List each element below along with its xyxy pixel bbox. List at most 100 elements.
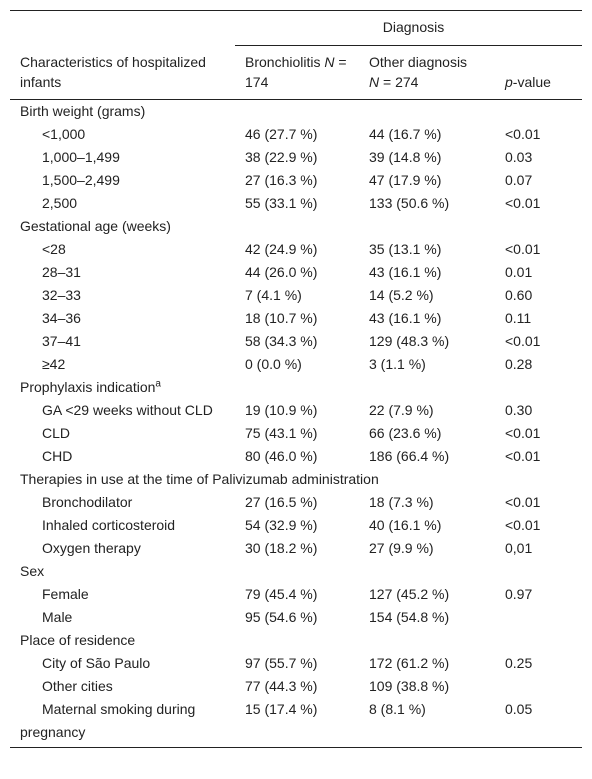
data-row: Maternal smoking during pregnancy 15 (17.… (10, 698, 582, 748)
cell: 14 (5.2 %) (359, 284, 495, 307)
cell: 54 (32.9 %) (235, 514, 359, 537)
cell-text: 27 (9.9 %) (369, 540, 434, 556)
data-row: Inhaled corticosteroid 54 (32.9 %) 40 (16.… (10, 514, 582, 537)
cell-text: 34–36 (42, 310, 81, 326)
cell-text: Maternal smoking during pregnancy (20, 701, 196, 740)
section-title-text: Sex (20, 563, 45, 579)
section-title-text: Prophylaxis indication (20, 379, 156, 395)
cell: 0.28 (495, 353, 582, 376)
data-row: GA <29 weeks without CLD 19 (10.9 %) 22 (7… (10, 399, 582, 422)
cell: 0.03 (495, 146, 582, 169)
column-header: Other diagnosis N = 274 (359, 45, 495, 100)
cell-text: 54 (32.9 %) (245, 517, 318, 533)
section-title-text: Therapies in use at the time of Palivizu… (20, 471, 379, 487)
data-row: Female 79 (45.4 %) 127 (45.2 %) 0.97 (10, 583, 582, 606)
cell: 22 (7.9 %) (359, 399, 495, 422)
cell: <0.01 (495, 445, 582, 468)
data-row: Bronchodilator 27 (16.5 %) 18 (7.3 %) <0.01 (10, 491, 582, 514)
cell-text: CHD (42, 448, 73, 464)
cell: 46 (27.7 %) (235, 123, 359, 146)
cell-text: 127 (45.2 %) (369, 586, 450, 602)
cell-text: 0.11 (505, 310, 532, 326)
cell-text: 22 (7.9 %) (369, 402, 434, 418)
data-row: <1,000 46 (27.7 %) 44 (16.7 %) <0.01 (10, 123, 582, 146)
data-row: CHD 80 (46.0 %) 186 (66.4 %) <0.01 (10, 445, 582, 468)
row-label: 28–31 (10, 261, 235, 284)
cell-text: 0 (0.0 %) (245, 356, 302, 372)
section-row: Sex (10, 560, 582, 583)
cell: 95 (54.6 %) (235, 606, 359, 629)
data-row: Other cities 77 (44.3 %) 109 (38.8 %) (10, 675, 582, 698)
cell: 0.25 (495, 652, 582, 675)
cell: 0 (0.0 %) (235, 353, 359, 376)
cell-text: 15 (17.4 %) (245, 701, 318, 717)
cell: 38 (22.9 %) (235, 146, 359, 169)
row-label: Maternal smoking during pregnancy (10, 698, 235, 748)
cell-text: <0.01 (505, 333, 541, 349)
data-row: 2,500 55 (33.1 %) 133 (50.6 %) <0.01 (10, 192, 582, 215)
cell-text: 43 (16.1 %) (369, 264, 442, 280)
row-label: 32–33 (10, 284, 235, 307)
row-label: Male (10, 606, 235, 629)
data-row: 32–33 7 (4.1 %) 14 (5.2 %) 0.60 (10, 284, 582, 307)
cell-text: 0.01 (505, 264, 533, 280)
cell: 27 (16.3 %) (235, 169, 359, 192)
cell: 19 (10.9 %) (235, 399, 359, 422)
cell: 3 (1.1 %) (359, 353, 495, 376)
row-label: CLD (10, 422, 235, 445)
cell: 172 (61.2 %) (359, 652, 495, 675)
cell-text: 18 (7.3 %) (369, 494, 434, 510)
cell-text: ≥42 (42, 356, 66, 372)
cell-text: 58 (34.3 %) (245, 333, 318, 349)
column-header: Characteristics of hospitalized infants (10, 45, 235, 100)
column-header: p-value (495, 45, 582, 100)
cell-text: 7 (4.1 %) (245, 287, 302, 303)
data-row: CLD 75 (43.1 %) 66 (23.6 %) <0.01 (10, 422, 582, 445)
cell-text: 0.30 (505, 402, 533, 418)
cell-text: 0.05 (505, 701, 533, 717)
table-head: Diagnosis Characteristics of hospitalize… (10, 10, 582, 100)
cell-text: 37–41 (42, 333, 81, 349)
cell: 0.97 (495, 583, 582, 606)
cell: 0.01 (495, 261, 582, 284)
data-row: 1,000–1,499 38 (22.9 %) 39 (14.8 %) 0.03 (10, 146, 582, 169)
group-header: Diagnosis (235, 10, 582, 46)
cell: 47 (17.9 %) (359, 169, 495, 192)
row-label: 34–36 (10, 307, 235, 330)
cell: 129 (48.3 %) (359, 330, 495, 353)
data-row: ≥42 0 (0.0 %) 3 (1.1 %) 0.28 (10, 353, 582, 376)
cell: 42 (24.9 %) (235, 238, 359, 261)
cell: 80 (46.0 %) (235, 445, 359, 468)
row-label: 37–41 (10, 330, 235, 353)
cell: <0.01 (495, 123, 582, 146)
section-row: Place of residence (10, 629, 582, 652)
cell-text: 66 (23.6 %) (369, 425, 442, 441)
cell: 27 (16.5 %) (235, 491, 359, 514)
cell: 43 (16.1 %) (359, 307, 495, 330)
cell: 30 (18.2 %) (235, 537, 359, 560)
cell: 18 (7.3 %) (359, 491, 495, 514)
column-header: Bronchiolitis N = 174 (235, 45, 359, 100)
cell: 44 (16.7 %) (359, 123, 495, 146)
header-text: = 174 (245, 54, 347, 90)
row-label: <1,000 (10, 123, 235, 146)
cell: 0.05 (495, 698, 582, 748)
cell: <0.01 (495, 514, 582, 537)
cell-text: <1,000 (42, 126, 86, 142)
cell: 58 (34.3 %) (235, 330, 359, 353)
section-title: Gestational age (weeks) (10, 215, 582, 238)
cell-text: 1,000–1,499 (42, 149, 120, 165)
cell-text: <28 (42, 241, 66, 257)
cell: 8 (8.1 %) (359, 698, 495, 748)
cell: <0.01 (495, 238, 582, 261)
row-label: 2,500 (10, 192, 235, 215)
cell-text: 27 (16.5 %) (245, 494, 318, 510)
cell-text: 75 (43.1 %) (245, 425, 318, 441)
data-row: City of São Paulo 97 (55.7 %) 172 (61.2 %)… (10, 652, 582, 675)
row-label: Female (10, 583, 235, 606)
cell: 154 (54.8 %) (359, 606, 495, 629)
cell: 18 (10.7 %) (235, 307, 359, 330)
cell-text: 186 (66.4 %) (369, 448, 450, 464)
cell: 77 (44.3 %) (235, 675, 359, 698)
